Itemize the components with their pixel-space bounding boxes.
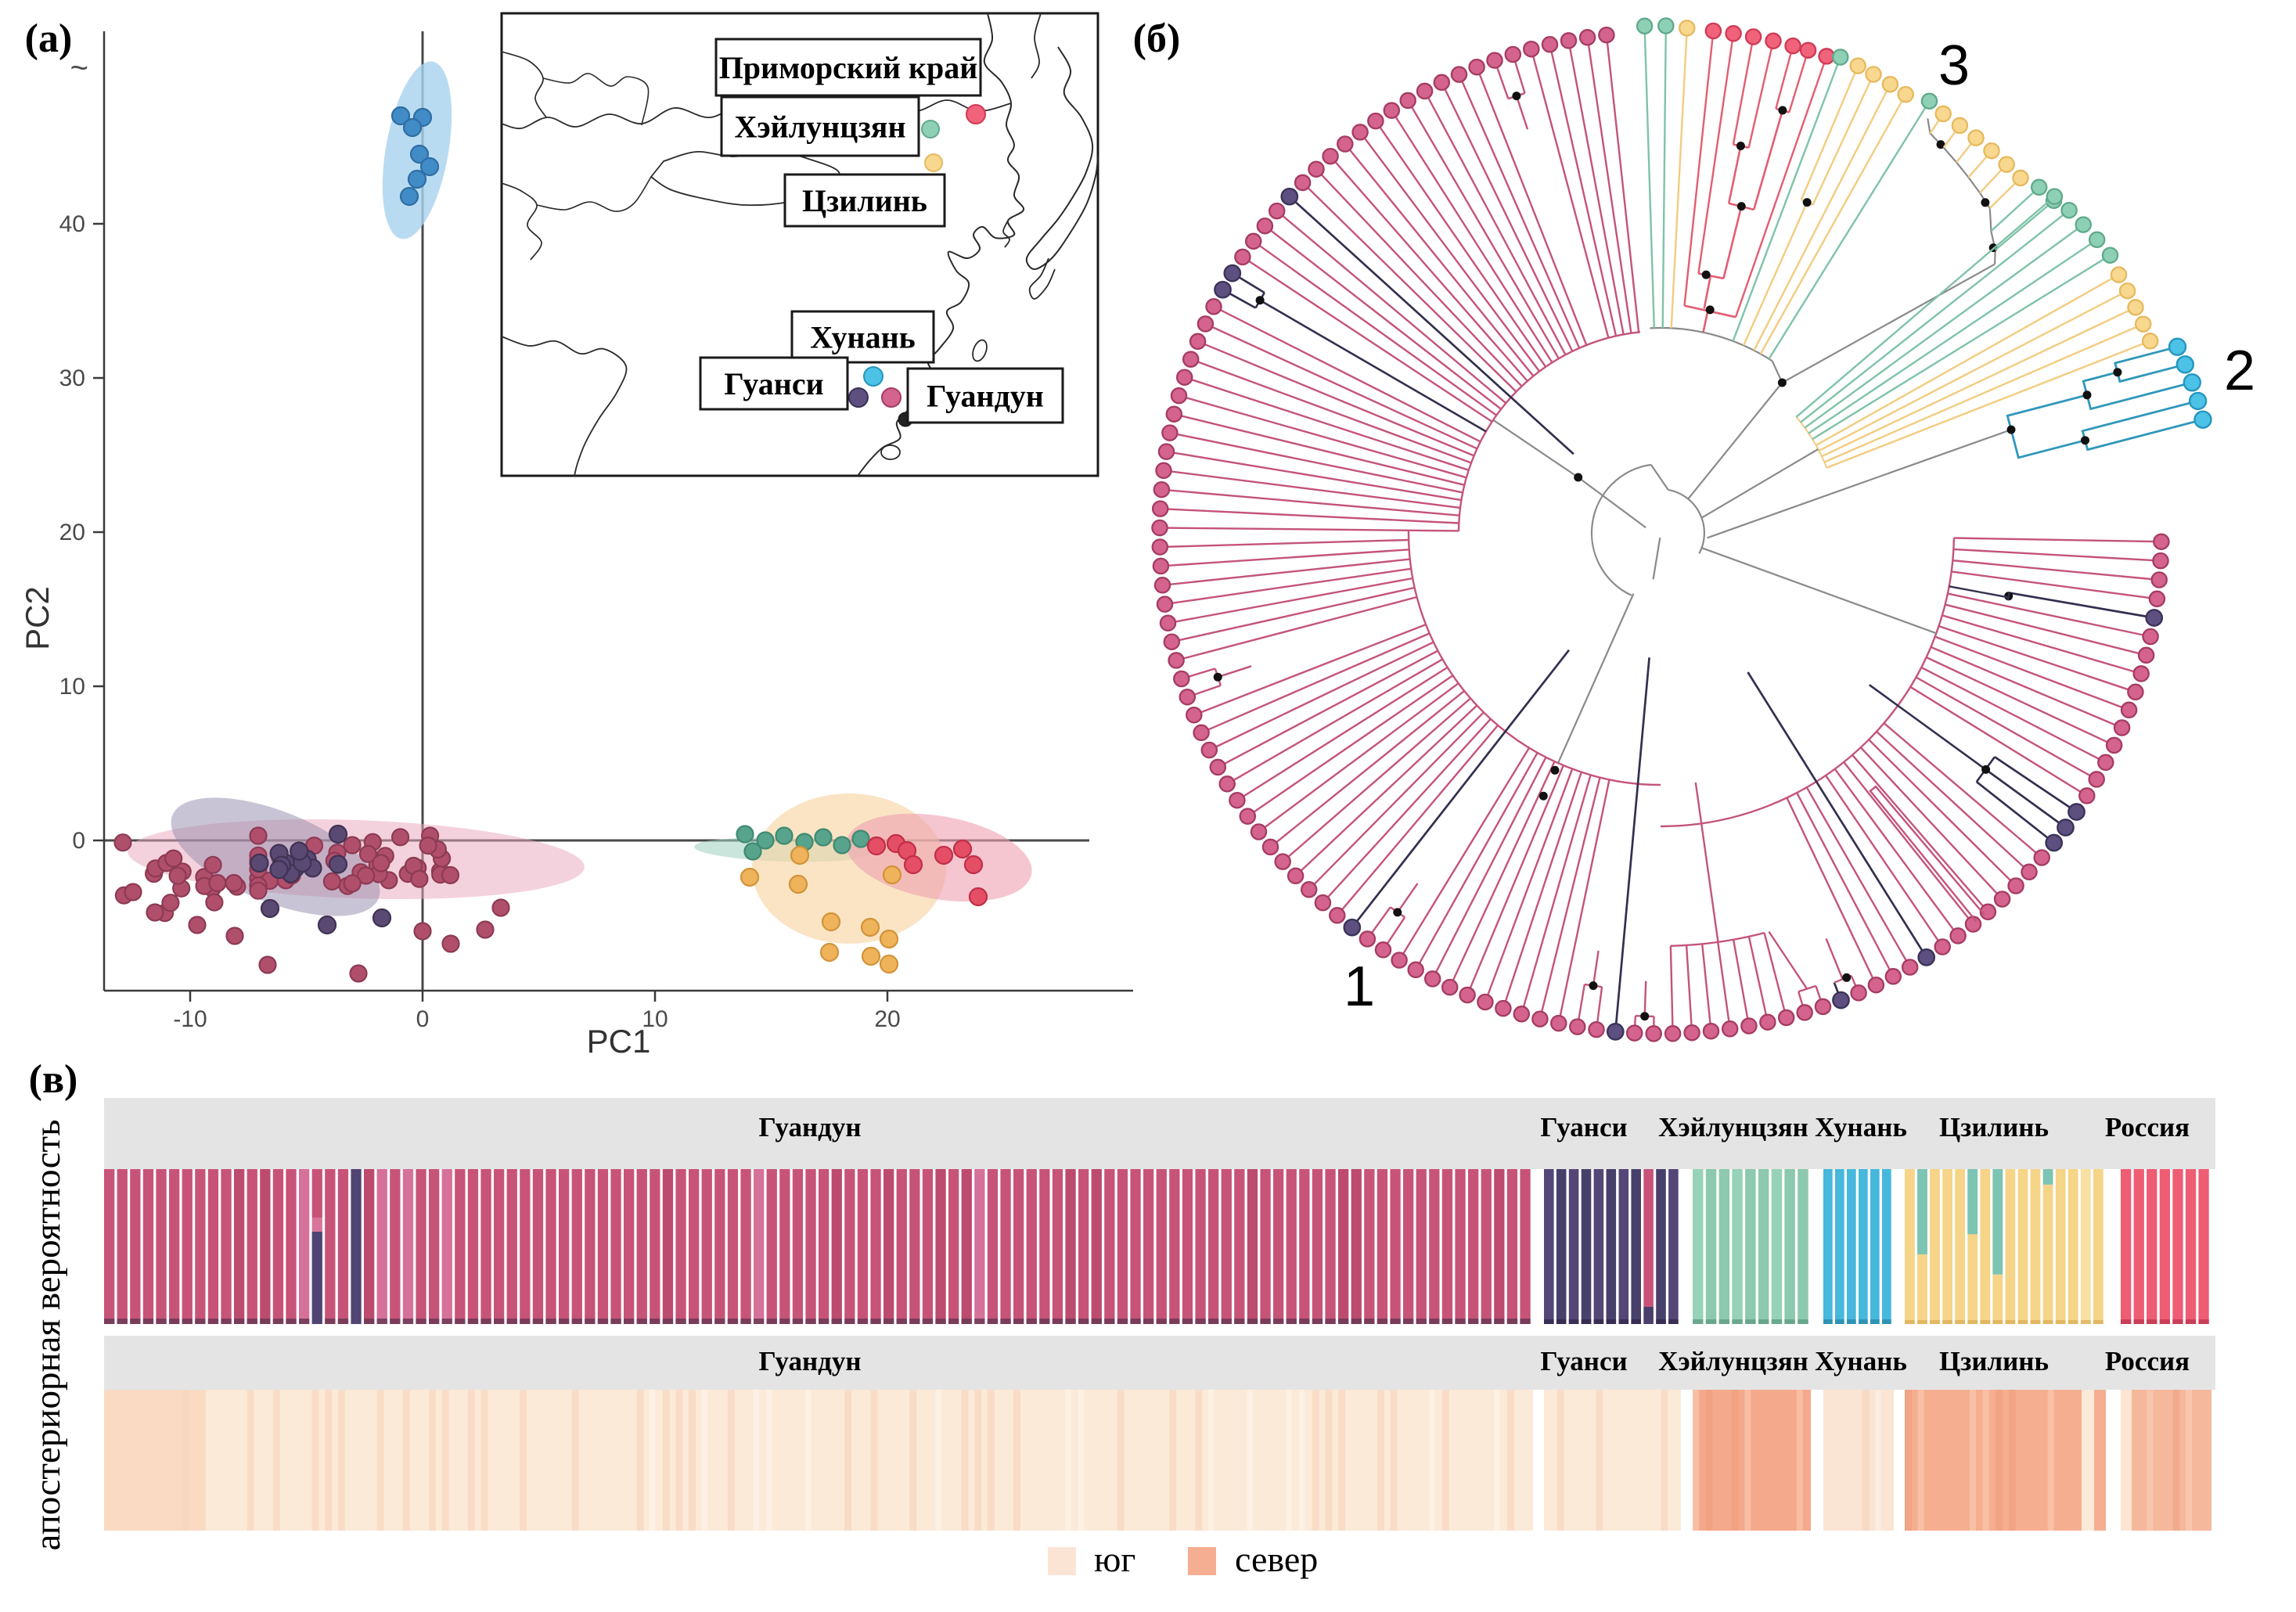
svg-text:40: 40 (59, 211, 85, 237)
svg-text:апостериорная вероятность: апостериорная вероятность (27, 1119, 68, 1550)
svg-text:Хунань: Хунань (1815, 1112, 1907, 1142)
svg-text:30: 30 (59, 365, 85, 391)
svg-text:юг: юг (1094, 1539, 1135, 1579)
svg-text:Гуандун: Гуандун (758, 1346, 861, 1376)
svg-text:Гуандун: Гуандун (927, 379, 1044, 414)
svg-text:1: 1 (1344, 955, 1375, 1018)
svg-text:0: 0 (416, 1006, 430, 1032)
svg-text:2: 2 (2224, 340, 2255, 402)
svg-text:Хэйлунцзян: Хэйлунцзян (1658, 1346, 1808, 1376)
svg-text:Цзилинь: Цзилинь (1939, 1112, 2049, 1142)
svg-text:Россия: Россия (2105, 1112, 2190, 1142)
svg-text:Хэйлунцзян: Хэйлунцзян (1658, 1112, 1808, 1142)
svg-text:Хунань: Хунань (1815, 1346, 1907, 1376)
svg-text:3: 3 (1938, 34, 1970, 97)
svg-text:-10: -10 (173, 1006, 207, 1032)
svg-text:(в): (в) (29, 1057, 78, 1102)
svg-text:PC2: PC2 (19, 586, 56, 650)
svg-text:Цзилинь: Цзилинь (802, 183, 927, 218)
svg-text:(б): (б) (1133, 16, 1181, 61)
svg-text:Гуандун: Гуандун (758, 1112, 861, 1142)
svg-text:Россия: Россия (2105, 1346, 2190, 1376)
svg-text:20: 20 (59, 520, 85, 545)
svg-text:10: 10 (642, 1006, 668, 1032)
svg-text:20: 20 (874, 1006, 900, 1032)
svg-text:Гуанси: Гуанси (724, 366, 823, 401)
svg-text:Гуанси: Гуанси (1540, 1112, 1627, 1142)
svg-text:Приморский край: Приморский край (719, 50, 978, 85)
svg-text:(а): (а) (25, 16, 73, 61)
svg-text:Гуанси: Гуанси (1540, 1346, 1627, 1376)
svg-text:Хэйлунцзян: Хэйлунцзян (734, 110, 905, 145)
svg-text:север: север (1235, 1539, 1318, 1579)
svg-text:Цзилинь: Цзилинь (1939, 1346, 2049, 1376)
svg-text:~: ~ (70, 51, 88, 85)
svg-text:Хунань: Хунань (810, 320, 916, 355)
svg-text:PC1: PC1 (587, 1023, 651, 1060)
svg-text:0: 0 (72, 828, 85, 854)
svg-text:10: 10 (59, 674, 85, 700)
